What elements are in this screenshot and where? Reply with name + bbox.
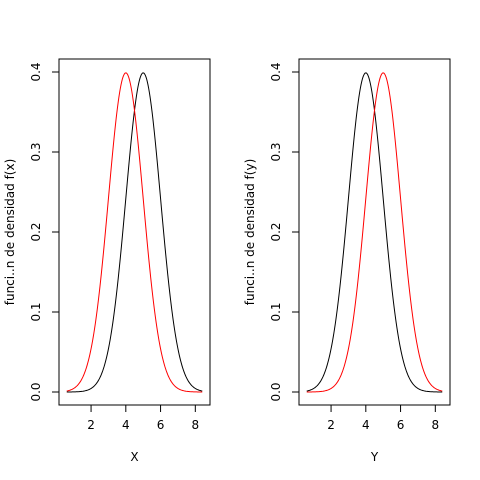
density-curve-black xyxy=(306,72,443,393)
x-tick-label: 4 xyxy=(362,418,370,432)
density-curve-black xyxy=(66,72,203,393)
y-tick-label: 0.0 xyxy=(29,382,43,401)
x-axis-label: X xyxy=(130,450,138,464)
density-curve-red xyxy=(66,72,203,393)
y-tick-label: 0.4 xyxy=(29,62,43,81)
y-tick-label: 0.2 xyxy=(269,222,283,241)
y-tick-label: 0.2 xyxy=(29,222,43,241)
y-tick-label: 0.4 xyxy=(269,62,283,81)
y-tick-label: 0.1 xyxy=(29,302,43,321)
x-tick-label: 4 xyxy=(122,418,130,432)
x-tick-label: 6 xyxy=(157,418,165,432)
y-tick-label: 0.0 xyxy=(269,382,283,401)
density-curve-red xyxy=(306,72,443,393)
y-tick-label: 0.3 xyxy=(269,142,283,161)
x-tick-label: 2 xyxy=(87,418,95,432)
y-tick-label: 0.1 xyxy=(269,302,283,321)
x-tick-label: 2 xyxy=(327,418,335,432)
y-tick-label: 0.3 xyxy=(29,142,43,161)
x-tick-label: 8 xyxy=(431,418,439,432)
x-tick-label: 6 xyxy=(397,418,405,432)
y-axis-label: funci..n de densidad f(y) xyxy=(243,159,257,306)
y-axis-label: funci..n de densidad f(x) xyxy=(3,159,17,306)
x-axis-label: Y xyxy=(370,450,379,464)
x-tick-label: 8 xyxy=(191,418,199,432)
